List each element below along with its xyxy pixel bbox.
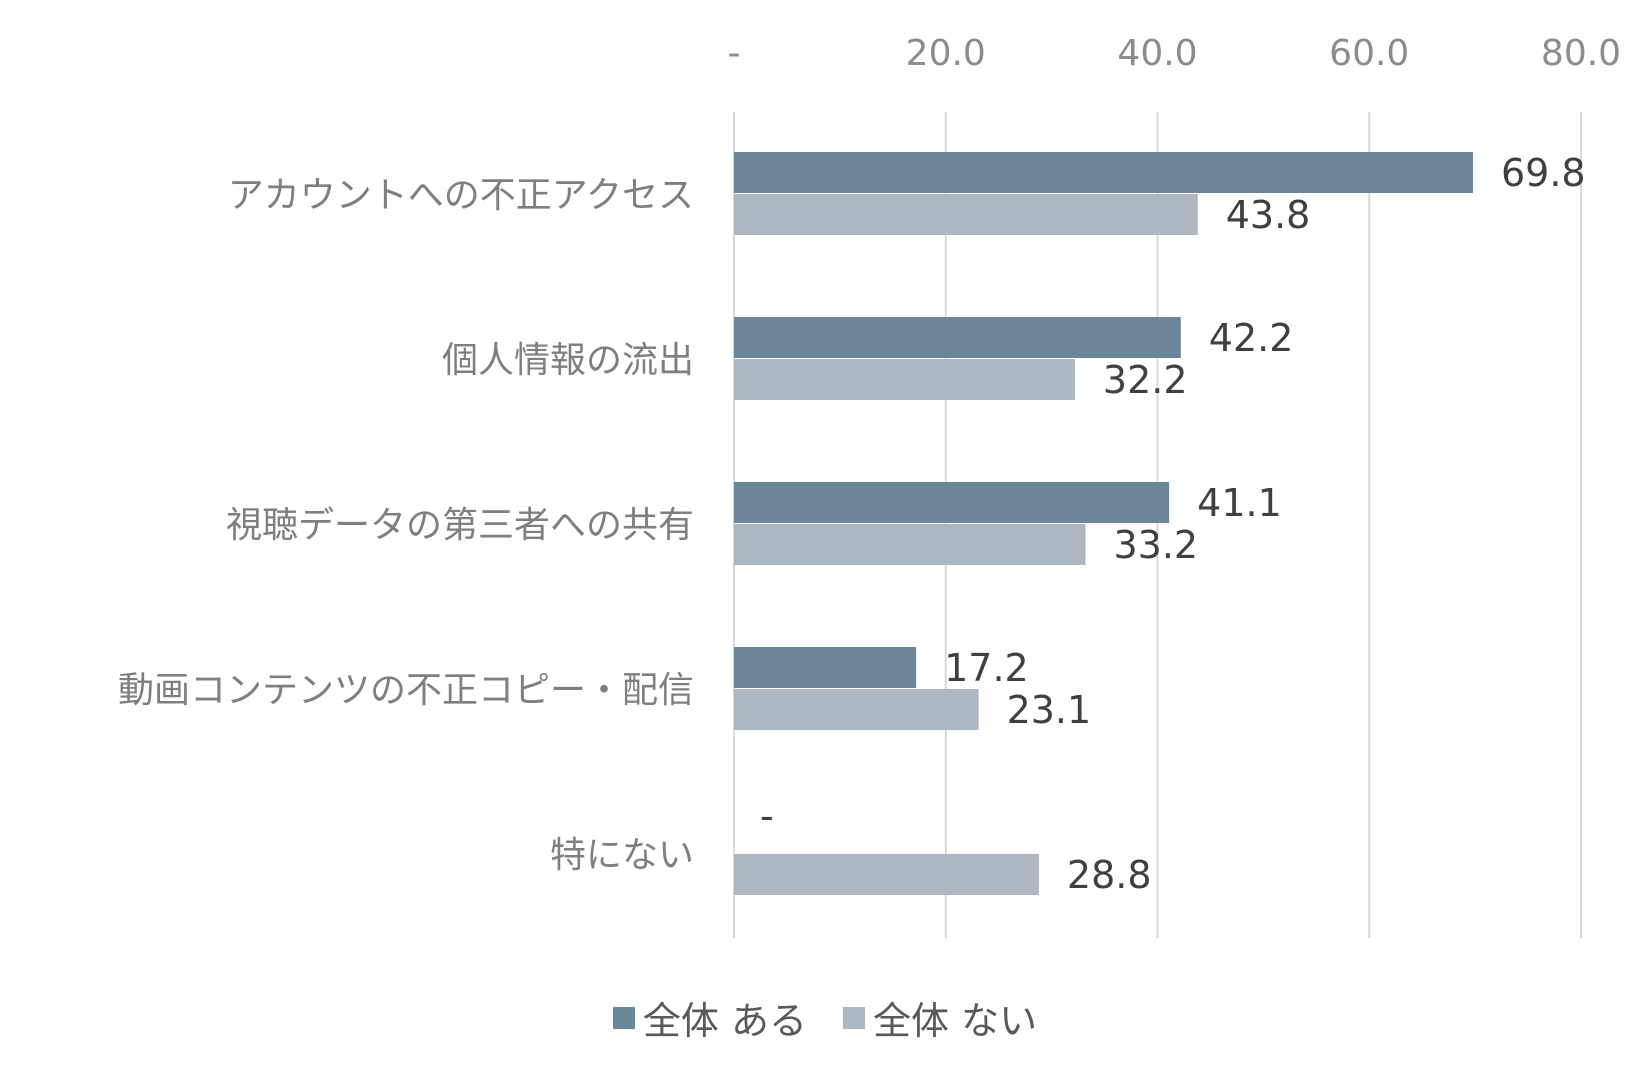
data-label-series-1-cat-3: 17.2 bbox=[944, 646, 1029, 690]
category-label-1: 個人情報の流出 bbox=[442, 340, 694, 381]
bar-series-2-cat-3 bbox=[734, 689, 979, 730]
x-axis-tick-labels: - 20.0 40.0 60.0 80.0 bbox=[728, 33, 1622, 74]
category-label-3: 動画コンテンツの不正コピー・配信 bbox=[118, 670, 694, 711]
legend-swatch-series-2 bbox=[843, 1006, 865, 1029]
legend-swatch-series-1 bbox=[612, 1006, 635, 1029]
data-label-series-1-cat-1: 42.2 bbox=[1209, 316, 1294, 360]
bar-series-1-cat-2 bbox=[734, 482, 1170, 523]
bar-series-2-cat-4 bbox=[734, 854, 1039, 895]
bar-series-2-cat-0 bbox=[734, 194, 1198, 235]
category-labels: アカウントへの不正アクセス個人情報の流出視聴データの第三者への共有動画コンテンツ… bbox=[118, 175, 694, 876]
gridlines bbox=[733, 112, 1582, 938]
legend-label-series-2: 全体 ない bbox=[873, 999, 1038, 1043]
category-label-4: 特にない bbox=[550, 835, 694, 876]
bar-series-1-cat-0 bbox=[734, 152, 1474, 193]
legend: 全体 ある 全体 ない bbox=[0, 990, 1650, 1045]
bar-series-2-cat-2 bbox=[734, 524, 1086, 565]
category-label-0: アカウントへの不正アクセス bbox=[228, 175, 694, 216]
x-tick-label-0: - bbox=[728, 33, 741, 74]
bar-series-1-cat-3 bbox=[734, 647, 917, 688]
x-tick-label-3: 60.0 bbox=[1329, 33, 1409, 74]
category-label-2: 視聴データの第三者への共有 bbox=[226, 505, 694, 546]
legend-item-series-1: 全体 ある bbox=[612, 990, 807, 1045]
data-label-series-2-cat-2: 33.2 bbox=[1114, 523, 1199, 567]
data-labels: 69.8 43.8 42.2 32.2 41.133.2 17.223.1 - 28.8 bbox=[760, 151, 1586, 897]
data-label-series-1-cat-2: 41.1 bbox=[1197, 481, 1282, 525]
x-tick-label-2: 40.0 bbox=[1117, 33, 1197, 74]
bar-series-2-cat-1 bbox=[734, 359, 1075, 400]
bars bbox=[734, 152, 1474, 895]
data-label-series-1-cat-4: - bbox=[760, 794, 774, 838]
data-label-series-2-cat-0: 43.8 bbox=[1226, 193, 1311, 237]
data-label-series-2-cat-4: 28.8 bbox=[1067, 853, 1152, 897]
x-tick-label-1: 20.0 bbox=[906, 33, 986, 74]
bar-chart: - 20.0 40.0 60.0 80.0 アカウントへの不正アクセス個人情報の流出視聴… bbox=[118, 33, 1622, 938]
legend-label-series-1: 全体 ある bbox=[642, 999, 807, 1043]
x-tick-label-4: 80.0 bbox=[1541, 33, 1621, 74]
data-label-series-1-cat-0: 69.8 bbox=[1501, 151, 1586, 195]
legend-item-series-2: 全体 ない bbox=[843, 990, 1037, 1045]
data-label-series-2-cat-3: 23.1 bbox=[1007, 688, 1092, 732]
bar-series-1-cat-1 bbox=[734, 317, 1181, 358]
data-label-series-2-cat-1: 32.2 bbox=[1103, 358, 1188, 402]
